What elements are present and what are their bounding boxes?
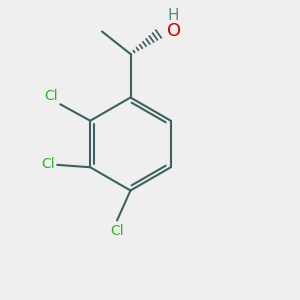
Text: H: H (167, 8, 179, 22)
Text: O: O (167, 22, 182, 40)
Text: Cl: Cl (110, 224, 124, 238)
Text: Cl: Cl (41, 157, 55, 171)
Text: Cl: Cl (44, 89, 58, 103)
